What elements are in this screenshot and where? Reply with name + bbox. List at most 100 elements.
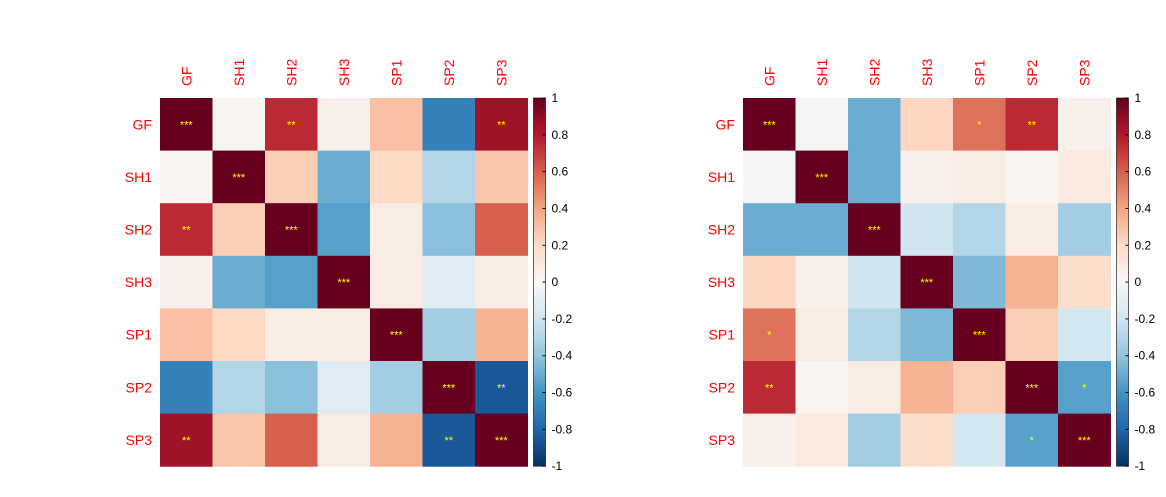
significance-marker-GF-GF: *** [763, 119, 777, 131]
heatmap-cell-SP1-GF [160, 308, 213, 362]
heatmap-cell-GF-SH1 [212, 98, 266, 152]
heatmap-cell-SH3-SH1 [212, 255, 266, 309]
heatmap-cell-SH2-SH1 [795, 203, 849, 257]
heatmap-cell-GF-SP1 [370, 98, 423, 152]
heatmap-cell-SH3-SH3 [317, 255, 371, 309]
significance-marker-SH1-SH1: *** [232, 172, 246, 184]
heatmap-cell-SH3-SP3 [475, 255, 528, 309]
significance-marker-SP2-SP3: * [1082, 382, 1087, 394]
row-label-SP1: SP1 [709, 327, 736, 343]
heatmap-cell-SP2-GF [743, 361, 796, 415]
heatmap-cell-SH3-SH3 [900, 255, 954, 309]
heatmap-cell-SP2-SP3 [475, 361, 528, 415]
heatmap-cell-SH3-SH2 [848, 255, 901, 309]
column-label-SP1: SP1 [971, 59, 987, 86]
heatmap-cell-SP2-SH2 [848, 361, 901, 415]
row-label-SH2: SH2 [708, 222, 735, 238]
heatmap-cell-GF-SH2 [265, 98, 318, 152]
correlation-heatmap-right: *** * ************ ***** *** ** ***GFSH1SH2SH3… [708, 59, 1156, 474]
significance-marker-GF-GF: *** [180, 119, 194, 131]
heatmap-cell-SH3-SP2 [422, 255, 476, 309]
row-label-SH1: SH1 [125, 169, 152, 185]
heatmap-cell-SH2-SP3 [1058, 203, 1111, 257]
heatmap-cell-SH3-SH2 [265, 255, 318, 309]
heatmap-cell-SH1-SP3 [475, 150, 528, 204]
heatmap-cell-SP3-SH1 [795, 413, 849, 467]
heatmap-cell-GF-SH3 [900, 98, 954, 152]
row-label-SP2: SP2 [709, 379, 736, 395]
color-bar-label-left-4: 0.2 [552, 238, 569, 252]
heatmap-cell-SH2-SP1 [370, 203, 423, 257]
heatmap-cell-SP3-SH3 [900, 413, 954, 467]
heatmap-cell-SP1-SH2 [848, 308, 901, 362]
column-label-GF: GF [761, 67, 777, 86]
heatmap-cell-SH3-SP2 [1005, 255, 1059, 309]
significance-marker-GF-SP2: ** [1027, 119, 1036, 131]
heatmap-cell-SP1-SH3 [900, 308, 954, 362]
color-bar-label-left-9: -0.8 [552, 422, 573, 436]
heatmap-cell-SP3-SP3 [475, 413, 528, 467]
heatmap-cell-SH1-SP2 [1005, 150, 1059, 204]
significance-marker-SP3-SP2: ** [444, 435, 453, 447]
heatmap-cell-SH2-GF [160, 203, 213, 257]
heatmap-cell-SH3-GF [743, 255, 796, 309]
color-bar-label-left-0: 1 [552, 91, 559, 105]
column-label-SH2: SH2 [283, 59, 299, 86]
heatmap-cell-SP1-SH1 [795, 308, 849, 362]
heatmap-cell-GF-SP1 [953, 98, 1006, 152]
heatmap-cell-SP3-SP2 [1005, 413, 1059, 467]
heatmap-cell-SP2-SP1 [953, 361, 1006, 415]
significance-marker-GF-SP1: * [977, 119, 982, 131]
heatmap-cell-SP3-SH3 [317, 413, 371, 467]
heatmap-cell-SH2-SH2 [848, 203, 901, 257]
heatmap-cell-SH2-SP3 [475, 203, 528, 257]
color-bar-label-right-3: 0.4 [1135, 201, 1152, 215]
significance-marker-SP2-SP2: *** [1025, 382, 1039, 394]
significance-marker-GF-SP3: ** [497, 119, 506, 131]
color-bar-label-left-8: -0.6 [552, 386, 573, 400]
significance-marker-SH1-SH1: *** [815, 172, 829, 184]
color-bar-label-right-7: -0.4 [1135, 349, 1156, 363]
heatmap-cell-SP3-SP3 [1058, 413, 1111, 467]
significance-markers-right: *** * ************ ***** *** ** *** [763, 119, 1092, 447]
heatmap-cell-SH3-SH1 [795, 255, 849, 309]
column-label-GF: GF [178, 67, 194, 86]
color-bar-label-right-6: -0.2 [1135, 312, 1156, 326]
significance-marker-SP3-SP3: *** [1078, 435, 1092, 447]
color-bar-label-left-7: -0.4 [552, 349, 573, 363]
heatmap-cell-SP3-GF [743, 413, 796, 467]
heatmap-cell-SH1-SP3 [1058, 150, 1111, 204]
heatmap-cell-GF-GF [160, 98, 213, 152]
heatmap-cell-SP2-SH1 [212, 361, 266, 415]
heatmap-cells-right [743, 98, 1111, 467]
column-label-SP3: SP3 [493, 59, 509, 86]
heatmap-cell-SH1-SP2 [422, 150, 476, 204]
significance-marker-SP1-SP1: *** [973, 330, 987, 342]
heatmap-cell-SP3-GF [160, 413, 213, 467]
color-bar-label-left-3: 0.4 [552, 201, 569, 215]
heatmap-cell-GF-SH2 [848, 98, 901, 152]
column-label-SP1: SP1 [388, 59, 404, 86]
heatmap-cell-SP1-SP1 [953, 308, 1006, 362]
heatmap-cell-SH2-SP1 [953, 203, 1006, 257]
row-label-SH3: SH3 [708, 274, 735, 290]
heatmap-cell-SH2-SP2 [1005, 203, 1059, 257]
heatmap-cell-SH2-SH2 [265, 203, 318, 257]
color-bar-label-right-4: 0.2 [1135, 238, 1152, 252]
heatmap-cell-SH1-SP1 [370, 150, 423, 204]
color-bar-label-left-5: 0 [552, 275, 559, 289]
heatmap-cell-SP3-SH1 [212, 413, 266, 467]
heatmap-cell-SP1-SP3 [475, 308, 528, 362]
heatmap-cell-GF-SP2 [1005, 98, 1059, 152]
significance-marker-GF-SH2: ** [287, 119, 296, 131]
heatmap-cell-SH1-GF [160, 150, 213, 204]
significance-marker-SH2-SH2: *** [285, 225, 299, 237]
heatmap-cell-GF-SP2 [422, 98, 476, 152]
significance-marker-SP2-GF: ** [765, 382, 774, 394]
significance-marker-SP3-SP3: *** [495, 435, 509, 447]
significance-marker-SP1-SP1: *** [390, 330, 404, 342]
heatmap-cell-SP2-SH1 [795, 361, 849, 415]
heatmap-cell-SH1-SH2 [265, 150, 318, 204]
column-label-SP2: SP2 [1024, 59, 1040, 86]
